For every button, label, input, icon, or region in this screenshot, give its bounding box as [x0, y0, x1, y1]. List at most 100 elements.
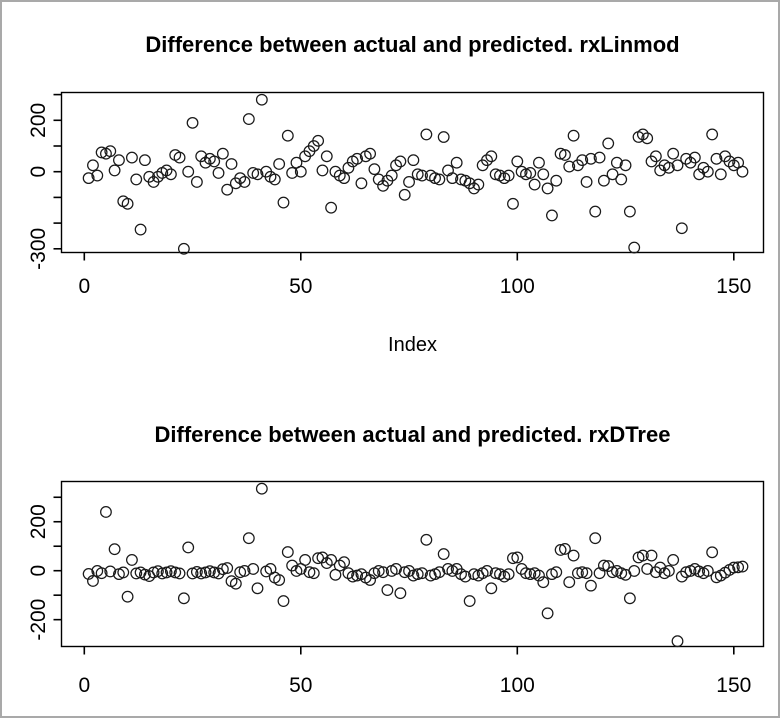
x-tick-label: 50 [289, 674, 312, 697]
data-point [563, 160, 576, 173]
data-point [91, 169, 104, 182]
x-tick-label: 100 [500, 674, 535, 697]
data-point [567, 549, 580, 562]
x-tick-label: 150 [716, 275, 751, 298]
data-point [126, 554, 138, 566]
data-point [701, 565, 714, 577]
data-point [307, 567, 320, 580]
data-point [619, 159, 632, 172]
data-point [190, 176, 203, 188]
data-point [550, 566, 563, 579]
data-point [121, 590, 134, 603]
data-point [736, 560, 749, 573]
data-point [273, 574, 286, 586]
data-point [541, 182, 554, 195]
data-point [502, 568, 515, 581]
data-point [580, 176, 593, 188]
data-point [364, 574, 377, 586]
data-point [602, 560, 615, 572]
data-point [151, 170, 164, 183]
data-point [316, 164, 329, 177]
data-point [732, 561, 745, 574]
data-point [372, 565, 385, 577]
data-point [584, 152, 597, 165]
data-point [199, 156, 212, 169]
data-point [121, 197, 134, 210]
data-point [437, 548, 450, 560]
data-point [381, 584, 394, 596]
y-tick-label: 200 [27, 103, 50, 138]
data-point [234, 172, 247, 185]
data-point [398, 188, 411, 201]
data-point [589, 205, 602, 218]
data-point [208, 566, 221, 579]
data-point [701, 165, 714, 178]
data-point [710, 152, 723, 165]
x-tick-label: 150 [716, 674, 751, 697]
data-point [507, 552, 519, 565]
data-point [82, 172, 95, 185]
data-point [714, 168, 727, 181]
data-point [636, 549, 649, 562]
data-point [160, 566, 173, 579]
data-point [273, 158, 286, 170]
data-point [662, 161, 675, 174]
data-point [606, 566, 619, 579]
data-point [195, 567, 208, 580]
data-point [87, 159, 99, 172]
data-point [199, 566, 212, 579]
data-point [113, 154, 125, 167]
data-point [623, 205, 636, 218]
data-point [299, 554, 312, 566]
data-point [420, 128, 433, 141]
data-point [485, 582, 498, 595]
data-point [368, 163, 381, 176]
data-point [671, 159, 684, 172]
data-point [82, 567, 95, 580]
data-point [524, 568, 537, 581]
data-point [182, 541, 195, 554]
data-point [130, 567, 143, 580]
data-point [160, 164, 173, 177]
data-point [675, 222, 688, 235]
data-point [117, 566, 130, 579]
data-point [571, 567, 584, 580]
data-point [662, 565, 675, 577]
chart-title-rxlinmod: Difference between actual and predicted.… [145, 32, 679, 57]
data-point [628, 565, 641, 577]
data-point [671, 635, 684, 648]
data-point [338, 172, 351, 185]
data-point [221, 562, 234, 574]
data-point [390, 159, 402, 172]
data-point [394, 587, 407, 600]
data-point [281, 129, 294, 142]
data-point [411, 568, 424, 581]
data-point [636, 128, 649, 141]
data-point [225, 158, 238, 170]
data-point [520, 567, 532, 580]
data-point [372, 173, 385, 186]
data-point [346, 570, 359, 583]
y-tick-label: 0 [27, 565, 50, 577]
data-point [649, 150, 662, 163]
data-point [667, 554, 680, 566]
data-point [597, 559, 610, 572]
data-point [147, 566, 160, 579]
data-point [221, 183, 234, 196]
chart-title-rxdtree: Difference between actual and predicted.… [155, 422, 671, 447]
data-point [286, 167, 299, 179]
x-axis-label-index: Index [388, 334, 437, 356]
data-point [385, 169, 398, 182]
data-point [550, 174, 563, 187]
data-point [268, 173, 281, 186]
data-point [277, 595, 290, 607]
data-point [242, 113, 255, 125]
data-point [481, 154, 493, 167]
data-point [597, 174, 610, 187]
data-point [554, 543, 567, 556]
data-point [541, 607, 554, 620]
data-point [584, 579, 597, 592]
data-point [212, 167, 225, 179]
data-point [645, 549, 658, 562]
